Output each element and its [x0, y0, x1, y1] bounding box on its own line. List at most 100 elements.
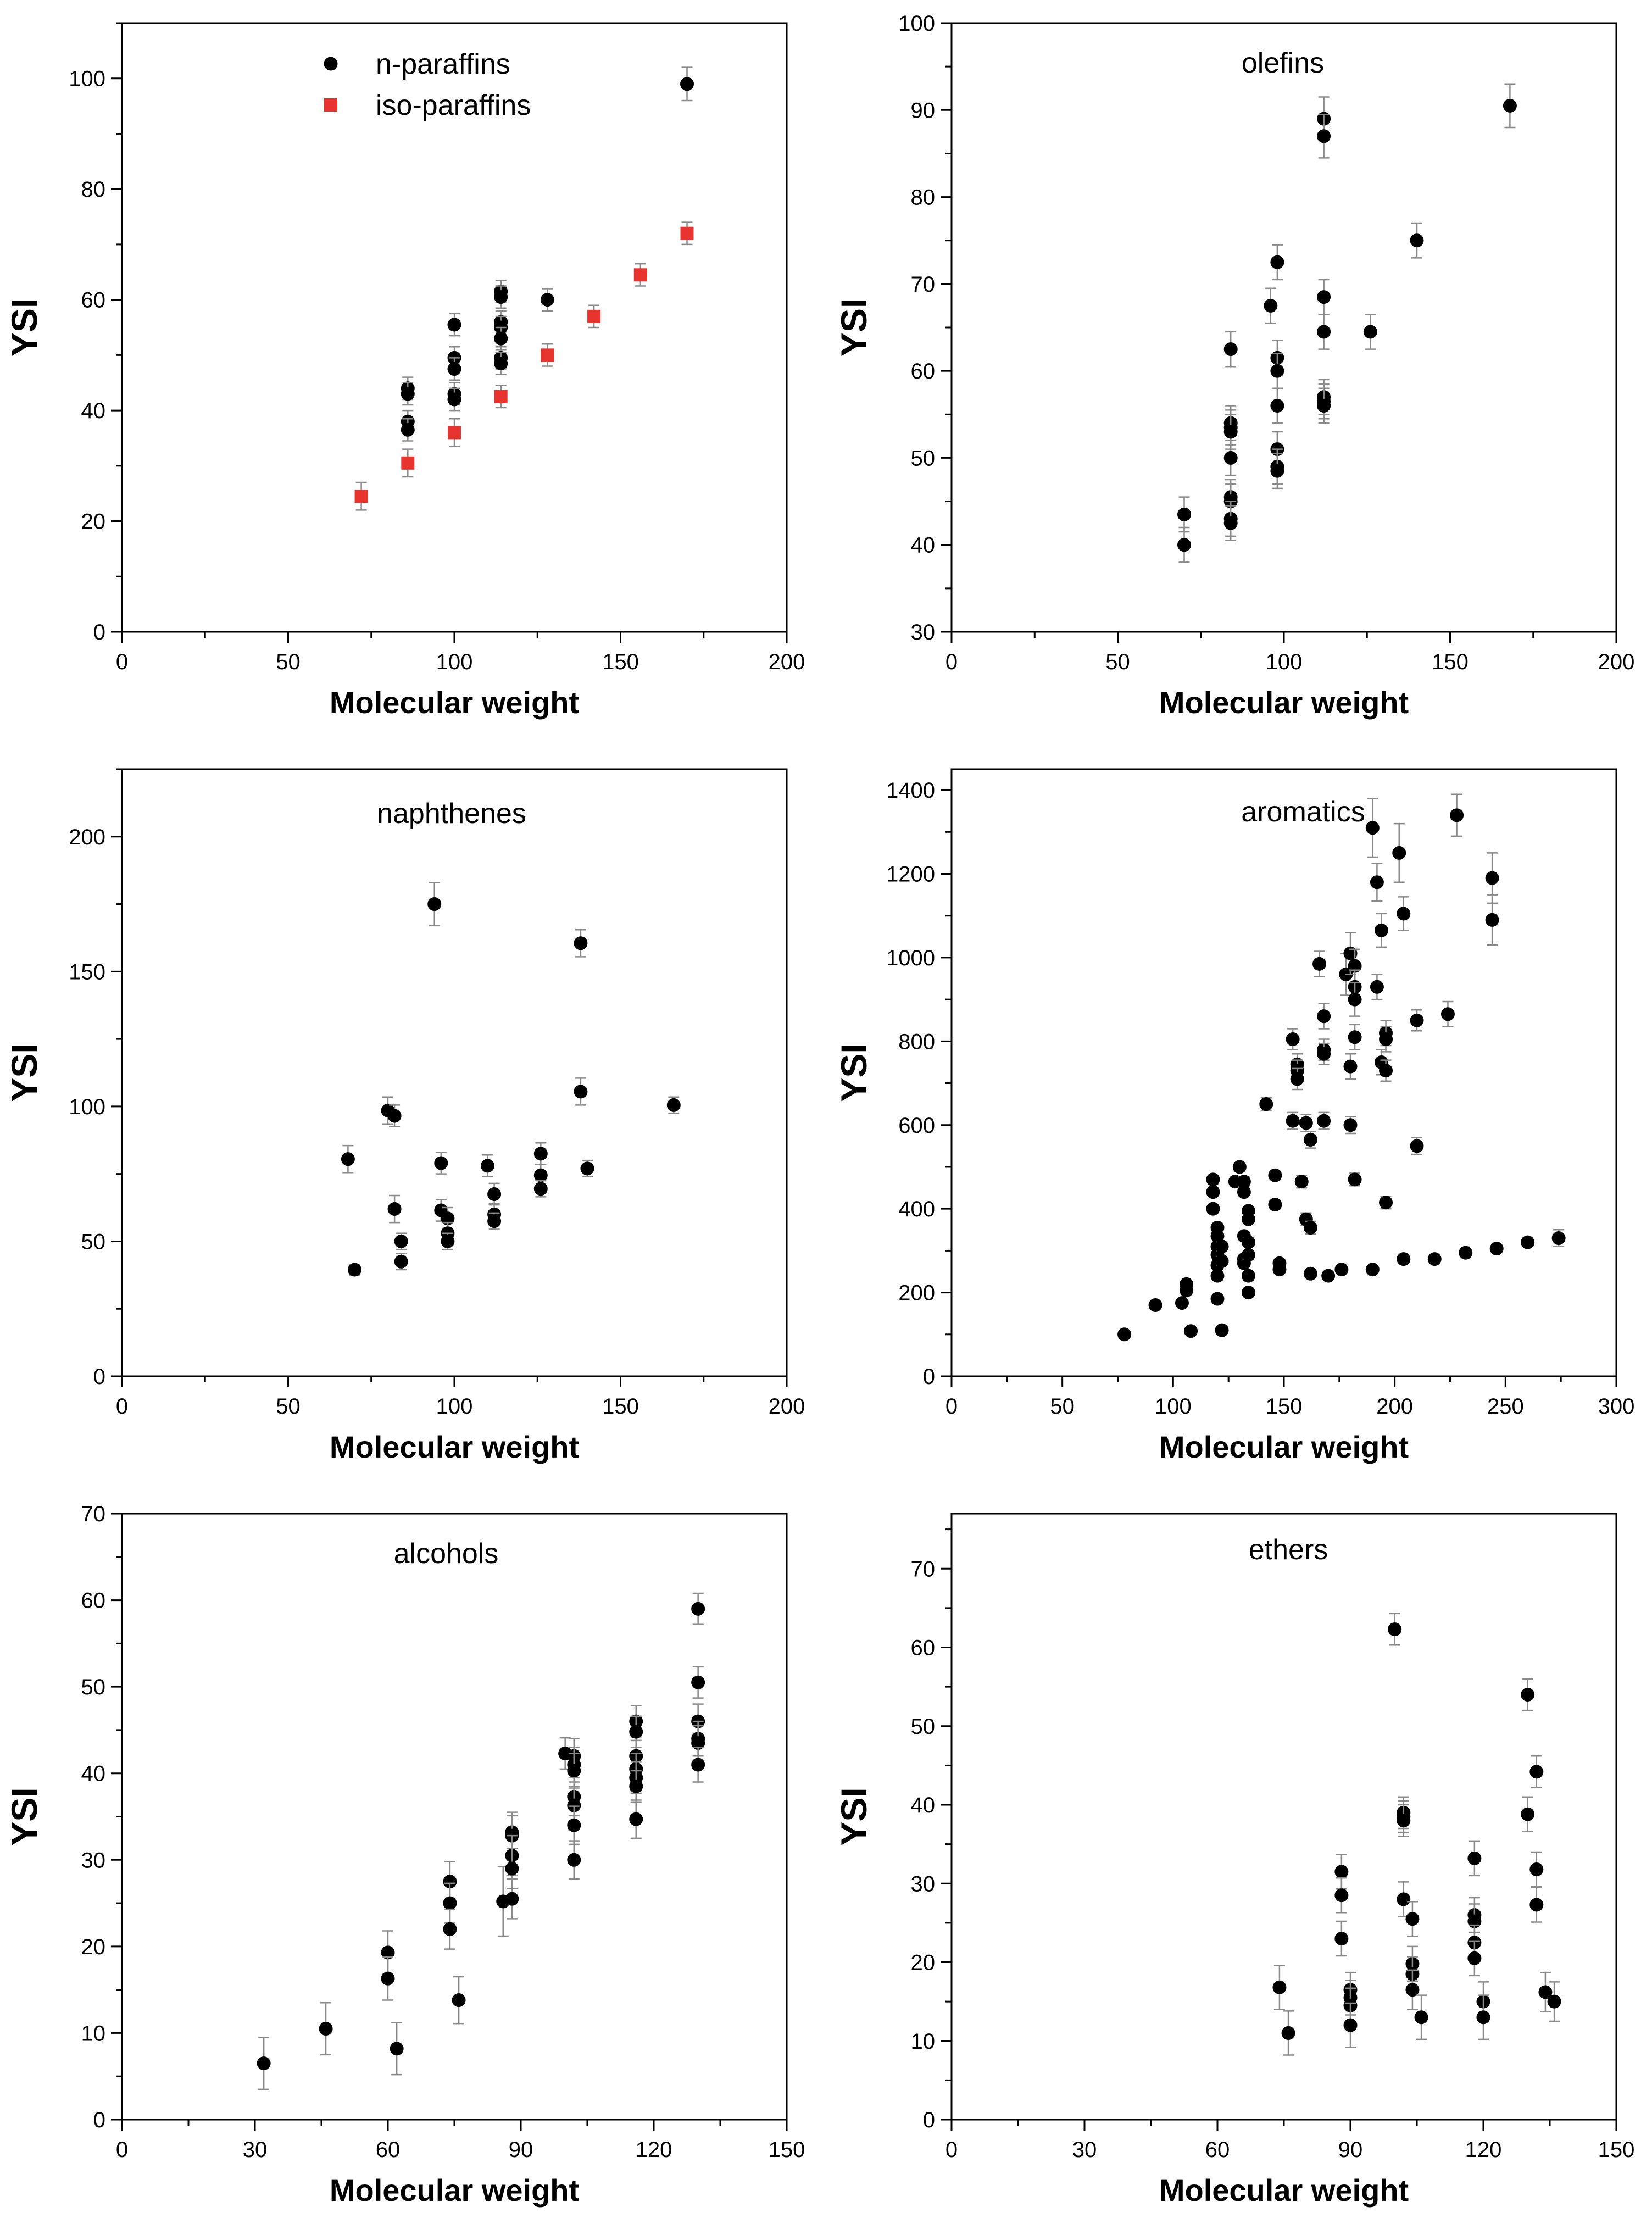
data-point: [567, 1853, 581, 1867]
data-point: [447, 362, 461, 376]
data-point: [443, 1896, 457, 1910]
data-point: [1117, 1327, 1132, 1342]
data-point: [1410, 1139, 1424, 1153]
data-point: [1503, 98, 1517, 113]
y-axis-title: YSI: [833, 1043, 874, 1102]
data-point: [1232, 1160, 1247, 1174]
y-tick-label: 70: [911, 273, 936, 297]
panel-title: alcohols: [394, 1538, 499, 1570]
data-point: [1270, 398, 1284, 413]
data-point: [319, 2022, 333, 2036]
y-axis-title: YSI: [4, 298, 45, 357]
y-tick-label: 1200: [886, 863, 935, 887]
data-point: [1215, 1323, 1229, 1337]
y-tick-label: 20: [81, 1935, 106, 1959]
data-point: [567, 1798, 581, 1812]
data-point: [540, 293, 554, 307]
chart-panel: 0 50 100 150 200 30 40 50 60 70 80 90 100 Molecular w…: [833, 12, 1634, 720]
panel-title: aromatics: [1241, 796, 1365, 828]
x-tick-label: 90: [1338, 2138, 1363, 2162]
data-point: [666, 1098, 681, 1112]
chart-panel: 0 30 60 90 120 150 0 10 20 30 40 50 60 70 Molecular we…: [833, 1513, 1635, 2208]
y-tick-label: 0: [93, 620, 105, 644]
data-point: [574, 1085, 588, 1099]
data-point: [401, 422, 415, 437]
y-tick-label: 70: [81, 1502, 106, 1526]
x-tick-label: 0: [945, 2138, 958, 2162]
data-point: [1529, 1765, 1544, 1779]
y-tick-label: 0: [923, 1365, 935, 1389]
data-point: [1272, 1263, 1287, 1277]
data-point: [494, 290, 508, 304]
x-tick-label: 0: [945, 650, 958, 674]
data-point: [447, 392, 461, 407]
data-point: [1379, 1064, 1393, 1078]
y-tick-label: 60: [81, 288, 106, 313]
data-point: [1175, 1296, 1189, 1310]
data-point: [434, 1156, 448, 1170]
data-point: [1264, 298, 1278, 313]
x-axis-title: Molecular weight: [330, 2173, 579, 2208]
y-tick-label: 100: [69, 67, 105, 91]
chart-panel: 0 50 100 150 200 0 50 100 150 200 Molecular weight…: [4, 768, 805, 1464]
data-point: [447, 318, 461, 332]
data-point: [1476, 2010, 1490, 2025]
data-point: [633, 268, 647, 282]
x-axis-title: Molecular weight: [1159, 1430, 1409, 1464]
panel-title: olefins: [1242, 47, 1324, 79]
data-point: [505, 1861, 519, 1876]
data-point: [401, 456, 415, 470]
data-point: [348, 1263, 361, 1277]
data-point: [533, 1168, 548, 1182]
chart-panel: 0 50 100 150 200 250 300 0 200 400 600 800 1000 1200 1…: [833, 768, 1634, 1464]
x-tick-label: 30: [243, 2138, 268, 2162]
x-tick-label: 150: [1598, 2138, 1635, 2162]
y-tick-label: 0: [923, 2108, 935, 2132]
data-point: [1370, 875, 1384, 889]
data-point: [1270, 255, 1284, 269]
x-tick-label: 50: [276, 1394, 301, 1419]
data-point: [691, 1675, 705, 1689]
data-point: [691, 1602, 705, 1616]
plot-frame: [950, 22, 1617, 633]
data-point: [1343, 1118, 1358, 1132]
y-tick-label: 800: [898, 1030, 935, 1054]
x-tick-label: 150: [769, 2138, 805, 2162]
x-axis-title: Molecular weight: [330, 685, 579, 720]
data-point: [1303, 1220, 1317, 1235]
data-point: [1343, 2018, 1358, 2032]
data-point: [1370, 980, 1384, 994]
y-axis-title: YSI: [833, 1787, 874, 1845]
data-point: [1206, 1202, 1220, 1216]
y-tick-label: 20: [911, 1951, 936, 1975]
y-axis-title: YSI: [4, 1787, 45, 1845]
plot-frame: [950, 768, 1617, 1377]
y-tick-label: 0: [93, 2108, 105, 2132]
data-point: [1303, 1266, 1317, 1281]
x-tick-label: 60: [376, 2138, 401, 2162]
data-point: [401, 387, 415, 401]
data-point: [1450, 808, 1464, 822]
data-point: [680, 226, 694, 240]
data-point: [1440, 1007, 1455, 1021]
data-point: [1489, 1242, 1504, 1256]
data-point: [1374, 923, 1388, 937]
y-tick-label: 60: [911, 359, 936, 383]
x-tick-label: 0: [116, 2138, 128, 2162]
x-tick-label: 200: [769, 650, 805, 674]
data-point: [1405, 1912, 1420, 1926]
y-tick-label: 20: [81, 510, 106, 534]
data-point: [533, 1182, 548, 1196]
data-point: [487, 1187, 502, 1201]
data-point: [1206, 1185, 1220, 1199]
y-tick-label: 40: [911, 533, 936, 558]
data-point: [1334, 1263, 1349, 1277]
y-tick-label: 200: [69, 825, 105, 849]
data-point: [533, 1147, 548, 1161]
y-tick-label: 50: [81, 1675, 106, 1699]
data-point: [1210, 1229, 1225, 1243]
x-tick-label: 50: [276, 650, 301, 674]
x-tick-label: 0: [116, 650, 128, 674]
data-point: [587, 309, 601, 323]
